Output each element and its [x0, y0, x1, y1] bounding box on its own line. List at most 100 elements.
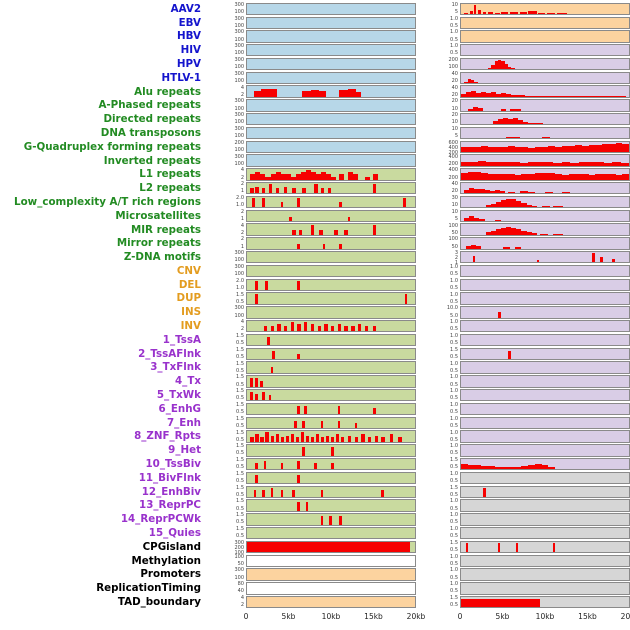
y-tick-label: 50	[237, 560, 244, 567]
y-tick-label: 1.0	[450, 553, 458, 560]
track-row: Directed repeats 300 100 20 10	[0, 112, 630, 126]
signal-bar	[297, 405, 300, 415]
y-tick-label: 1.0	[450, 263, 458, 270]
signal-bar	[521, 230, 527, 235]
signal-bar	[506, 198, 512, 208]
y-axis-right: 1.0 0.5	[416, 513, 460, 525]
signal-bar	[528, 465, 535, 470]
track-panel-left	[246, 554, 416, 567]
signal-bar	[381, 489, 384, 497]
y-tick-label: 400	[448, 153, 458, 160]
y-tick-label: 0.5	[450, 422, 458, 429]
track-row: 3_TxFlnk 1.5 0.5 1.0 0.5	[0, 361, 630, 375]
signal-bar	[255, 474, 258, 484]
y-tick-label: 1.0	[450, 388, 458, 395]
track-label: DUP	[176, 292, 201, 305]
signal-bar	[381, 436, 385, 442]
track-panel-left	[246, 168, 416, 181]
y-axis-right: 1.0 0.5	[416, 416, 460, 429]
track-panel-right	[460, 154, 630, 167]
signal-bar	[255, 394, 258, 401]
track-panel-left	[246, 595, 416, 609]
signal-bar	[503, 161, 512, 166]
signal-bar	[331, 436, 335, 442]
signal-bar	[622, 174, 629, 180]
signal-bar	[364, 326, 368, 332]
signal-bar	[325, 435, 330, 442]
signal-bar	[501, 109, 507, 111]
signal-bar	[317, 326, 321, 332]
signal-bar	[255, 434, 259, 442]
y-axis-left: 300 100	[204, 264, 246, 277]
track-panel-left	[246, 57, 416, 71]
y-tick-label: 0.5	[450, 491, 458, 498]
y-tick-label: 100	[234, 257, 244, 264]
signal-bar	[310, 171, 316, 180]
y-tick-label: 1.0	[450, 443, 458, 450]
track-panel-right	[460, 209, 630, 223]
track-row: DEL 2.0 1.0 1.0 0.5	[0, 278, 630, 292]
track-label: 10_TssBiv	[145, 458, 201, 471]
track-panel-left	[246, 389, 416, 402]
track-row: DUP 1.5 0.5 1.0 0.5	[0, 292, 630, 306]
track-row: AAV2 300 100 10 5	[0, 2, 630, 16]
signal-bar	[496, 229, 502, 235]
signal-bar	[250, 392, 253, 401]
y-tick-label: 20	[451, 112, 458, 119]
y-tick-label: 1.0	[450, 374, 458, 381]
signal-bar	[608, 174, 616, 180]
signal-bar	[367, 436, 372, 442]
y-tick-label: 20	[451, 91, 458, 98]
signal-bar	[561, 146, 569, 153]
y-tick-label: 2	[454, 255, 458, 262]
signal-bar	[331, 447, 334, 456]
signal-bar	[314, 463, 317, 470]
signal-bar	[461, 93, 467, 97]
signal-bar	[600, 257, 603, 263]
track-label: ReplicationTiming	[96, 582, 201, 595]
signal-bar	[528, 11, 537, 15]
signal-bar	[581, 174, 589, 180]
y-axis-left: 300 100	[204, 99, 246, 111]
y-tick-label: 0.5	[450, 602, 458, 609]
y-axis-left: 1.5 0.5	[204, 361, 246, 374]
signal-bar	[466, 543, 469, 553]
signal-bar	[255, 378, 258, 387]
y-axis-right: 1.0 0.5	[416, 320, 460, 332]
signal-bar	[570, 162, 579, 166]
track-label: TAD_boundary	[117, 596, 201, 609]
track-row: 8_ZNF_Rpts 1.5 0.5 1.0 0.5	[0, 430, 630, 444]
signal-bar	[541, 464, 549, 470]
track-panel-right	[460, 251, 630, 264]
signal-bar	[474, 147, 482, 153]
signal-bar	[587, 161, 596, 166]
signal-bar	[487, 466, 495, 470]
signal-bar	[612, 162, 621, 166]
y-tick-label: 1.0	[450, 498, 458, 505]
signal-bar	[472, 256, 476, 263]
y-tick-label: 0.5	[450, 505, 458, 512]
track-panel-right	[460, 554, 630, 567]
x-axis-tick: 15kb	[578, 612, 597, 622]
track-row: ReplicationTiming 80 40 1.0 0.5	[0, 581, 630, 595]
signal-bar	[521, 147, 529, 153]
signal-bar	[506, 136, 514, 139]
signal-bar	[494, 190, 500, 194]
signal-bar	[347, 435, 352, 442]
track-label: Methylation	[131, 554, 201, 567]
signal-bar	[487, 146, 495, 153]
signal-bar	[503, 247, 510, 249]
signal-bar	[320, 489, 324, 497]
y-tick-label: 400	[448, 167, 458, 174]
y-tick-label: 3	[454, 250, 458, 257]
track-panel-right	[460, 485, 630, 498]
signal-bar	[477, 108, 483, 111]
signal-bar	[464, 189, 470, 194]
y-axis-right: 10 5	[416, 2, 460, 15]
y-tick-label: 300	[234, 125, 244, 132]
y-tick-label: 0.5	[450, 395, 458, 402]
signal-bar	[489, 190, 495, 194]
signal-bar	[469, 188, 475, 194]
signal-bar	[514, 247, 522, 249]
